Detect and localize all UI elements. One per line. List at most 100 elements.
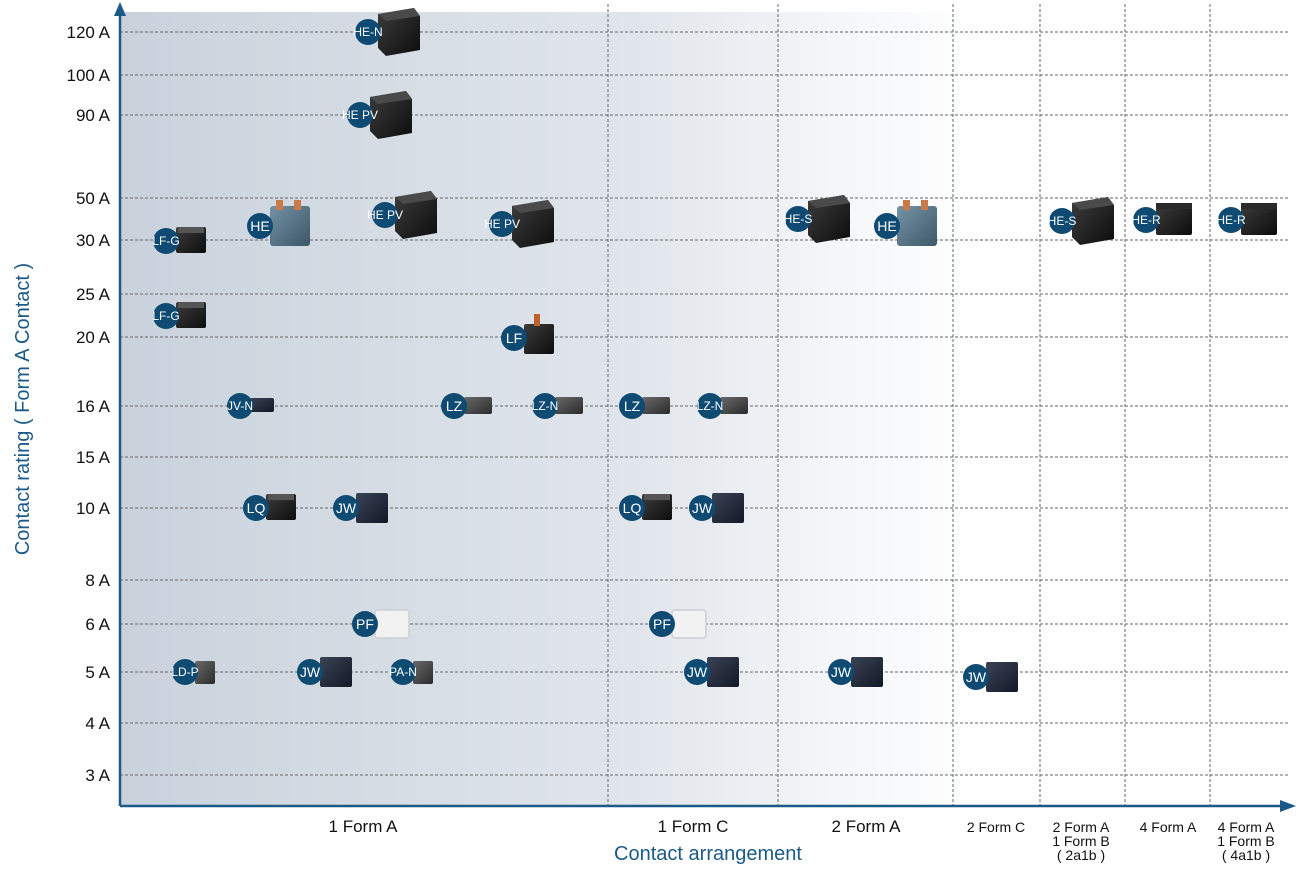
relay-body	[413, 661, 433, 684]
relay-badge	[243, 495, 269, 521]
relay-label: JV-N	[227, 399, 253, 413]
y-tick-label: 100 A	[67, 66, 111, 85]
relay-top	[1156, 203, 1192, 209]
relay-badge	[963, 664, 989, 690]
relay-top	[1241, 203, 1277, 209]
relay-body	[642, 397, 670, 414]
relay-badge	[501, 325, 527, 351]
x-tick-label: 2 Form A	[832, 817, 902, 836]
y-tick-label: 90 A	[76, 106, 111, 125]
relay-badge	[297, 659, 323, 685]
relay-body	[356, 493, 388, 523]
relay-body	[671, 609, 707, 639]
relay-badge	[532, 393, 558, 419]
x-tick-label: ( 4a1b )	[1222, 847, 1270, 863]
relay-body	[851, 657, 883, 687]
relay-top	[178, 227, 204, 233]
relay-badge	[697, 393, 723, 419]
relay-point-jw: JW	[689, 493, 744, 523]
relay-top	[1072, 197, 1114, 210]
relay-badge	[333, 495, 359, 521]
relay-body	[1241, 203, 1277, 235]
relay-label: JW	[831, 664, 852, 680]
relay-badge	[489, 211, 515, 237]
relay-badge	[441, 393, 467, 419]
relay-badge	[390, 659, 416, 685]
relay-label: HE-N	[353, 25, 382, 39]
relay-label: LQ	[247, 500, 266, 516]
x-tick-label: ( 2a1b )	[1057, 847, 1105, 863]
relay-badge	[684, 659, 710, 685]
x-tick-label: 1 Form C	[658, 817, 729, 836]
relay-point-jw: JW	[297, 657, 352, 687]
relay-body	[707, 657, 739, 687]
relay-top	[370, 91, 412, 104]
relay-point-he-n: HE-N	[353, 8, 420, 56]
relay-badge	[828, 659, 854, 685]
relay-point-lf: LF	[501, 314, 554, 354]
x-tick-label: 2 Form C	[967, 819, 1025, 835]
relay-label: PF	[653, 616, 671, 632]
relay-point-he-s: HE-S	[784, 195, 850, 243]
relay-point-lz-n: LZ-N	[532, 393, 583, 419]
relay-badge	[874, 213, 900, 239]
relay-badge	[1218, 207, 1244, 233]
relay-terminal	[903, 200, 910, 210]
x-axis-title: Contact arrangement	[614, 843, 802, 865]
relay-point-jv-n: JV-N	[227, 393, 274, 419]
relay-label: PF	[356, 616, 374, 632]
relay-point-lf-g: LF-G	[152, 227, 206, 254]
relay-badge	[227, 393, 253, 419]
relay-point-lq: LQ	[243, 494, 296, 521]
relay-badge	[153, 228, 179, 254]
relay-badge	[172, 659, 198, 685]
relay-point-jw: JW	[333, 493, 388, 523]
relay-label: PA-N	[389, 665, 417, 679]
relay-point-jw: JW	[684, 657, 739, 687]
relay-point-he: HE	[247, 200, 310, 246]
x-tick-label: 4 Form A	[1140, 819, 1197, 835]
relay-label: LD-P	[171, 665, 198, 679]
relay-point-he-r: HE-R	[1131, 203, 1192, 235]
relay-label: HE-R	[1216, 213, 1246, 227]
y-tick-label: 20 A	[76, 328, 111, 347]
y-tick-label: 15 A	[76, 448, 111, 467]
relay-badge	[689, 495, 715, 521]
relay-label: JW	[300, 664, 321, 680]
relay-top	[178, 302, 204, 308]
relay-label: HE PV	[484, 217, 520, 231]
relay-body	[374, 609, 410, 639]
y-tick-label: 5 A	[85, 663, 110, 682]
relay-label: HE-S	[784, 212, 813, 226]
relay-badge	[355, 19, 381, 45]
relay-body	[195, 661, 215, 684]
relay-label: JW	[692, 500, 713, 516]
relay-point-lz: LZ	[619, 393, 670, 419]
relay-point-lf-g: LF-G	[152, 302, 206, 329]
relay-label: LZ	[446, 398, 463, 414]
y-tick-label: 3 A	[85, 766, 110, 785]
relay-point-pf: PF	[352, 609, 410, 639]
relay-point-lz-n: LZ-N	[697, 393, 748, 419]
relay-label: HE PV	[367, 208, 403, 222]
relay-point-lq: LQ	[619, 494, 672, 521]
relay-label: LQ	[623, 500, 642, 516]
y-tick-label: 25 A	[76, 285, 111, 304]
relay-badge	[372, 202, 398, 228]
relay-body	[524, 324, 554, 354]
relay-label: HE-R	[1131, 213, 1161, 227]
relay-point-jw: JW	[963, 662, 1018, 692]
relay-point-lz: LZ	[441, 393, 492, 419]
x-tick-label: 2 Form A	[1053, 819, 1110, 835]
relay-label: HE	[877, 218, 896, 234]
y-axis-arrow	[114, 2, 126, 16]
relay-badge	[1133, 207, 1159, 233]
y-tick-label: 120 A	[67, 23, 111, 42]
relay-body	[250, 398, 274, 412]
relay-terminal	[921, 200, 928, 210]
relay-top	[268, 494, 294, 500]
y-tick-label: 8 A	[85, 571, 110, 590]
relay-terminal	[294, 200, 301, 210]
relay-badge	[247, 213, 273, 239]
relay-label: LF-G	[152, 234, 179, 248]
